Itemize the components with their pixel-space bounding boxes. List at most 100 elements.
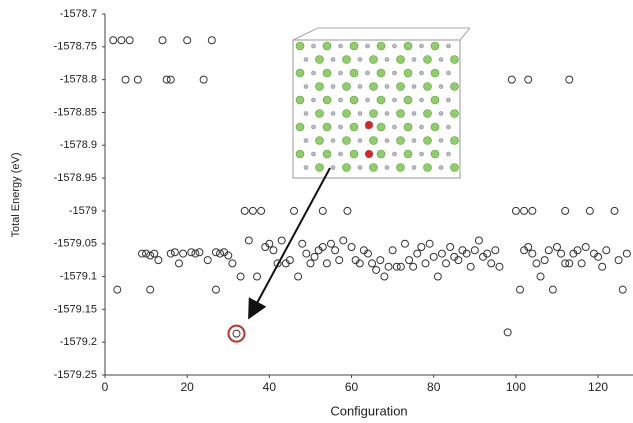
point [525,76,532,83]
structure-atom [296,69,304,77]
structure-atom [358,139,362,143]
structure-atom-defect [365,121,373,129]
y-tick-label: -1578.9 [60,139,97,151]
point [373,266,380,273]
structure-atom [331,85,335,89]
point [134,76,141,83]
structure-atom [424,110,432,118]
structure-atom [350,96,358,104]
y-tick-label: -1578.7 [60,8,97,20]
point [430,253,437,260]
structure-atom [412,58,416,62]
structure-atom [316,164,324,172]
point [369,260,376,267]
point [270,247,277,254]
y-tick-label: -1578.95 [54,172,97,184]
structure-atom [431,123,439,131]
structure-atom [447,71,451,75]
point [521,207,528,214]
structure-atom [412,112,416,116]
point [414,250,421,257]
structure-atom [312,44,316,48]
structure-atom [412,139,416,143]
point [566,76,573,83]
point [623,250,630,257]
structure-atom [339,98,343,102]
point [434,273,441,280]
point [327,240,334,247]
point [307,260,314,267]
structure-atom [358,58,362,62]
point [377,257,384,264]
point [188,249,195,256]
point [529,250,536,257]
point [385,263,392,270]
point [447,244,454,251]
point [558,250,565,257]
point [438,250,445,257]
point [126,37,133,44]
structure-atom [370,164,378,172]
structure-atom [385,166,389,170]
x-tick-label: 60 [345,380,359,394]
point [175,260,182,267]
structure-atom [439,85,443,89]
point [336,257,343,264]
point [233,330,240,337]
structure-atom [343,83,351,91]
point [426,240,433,247]
point [332,247,339,254]
point [229,260,236,267]
point [167,76,174,83]
structure-atom [420,44,424,48]
structure-atom [370,137,378,145]
point [393,263,400,270]
point [258,207,265,214]
structure-atom [397,164,405,172]
point [344,207,351,214]
y-tick-label: -1579 [69,205,97,217]
structure-atom [350,123,358,131]
point [340,237,347,244]
structure-atom [323,96,331,104]
point [278,237,285,244]
structure-atom [451,110,459,118]
point [323,260,330,267]
x-tick-label: 100 [506,380,526,394]
structure-atom [343,137,351,145]
point [155,257,162,264]
structure-atom [358,85,362,89]
point [381,273,388,280]
structure-atom [370,56,378,64]
structure-atom [424,137,432,145]
structure-atom [331,58,335,62]
structure-atom [304,166,308,170]
structure-atom [343,110,351,118]
pointer-arrow [250,168,330,316]
point [582,244,589,251]
structure-atom-defect [365,150,373,158]
point [406,257,413,264]
point [196,249,203,256]
structure-atom [424,164,432,172]
structure-atom [296,150,304,158]
point [603,247,610,254]
structure-atom [343,56,351,64]
point [508,76,515,83]
structure-atom [447,152,451,156]
structure-atom [304,112,308,116]
structure-atom [350,42,358,50]
structure-atom [358,112,362,116]
y-tick-label: -1578.85 [54,106,97,118]
point [471,247,478,254]
point [467,263,474,270]
point [200,76,207,83]
point [311,253,318,260]
structure-atom [385,139,389,143]
point [118,37,125,44]
point [488,260,495,267]
y-tick-label: -1578.75 [54,41,97,53]
structure-atom [377,123,385,131]
structure-atom [350,69,358,77]
point [496,263,503,270]
